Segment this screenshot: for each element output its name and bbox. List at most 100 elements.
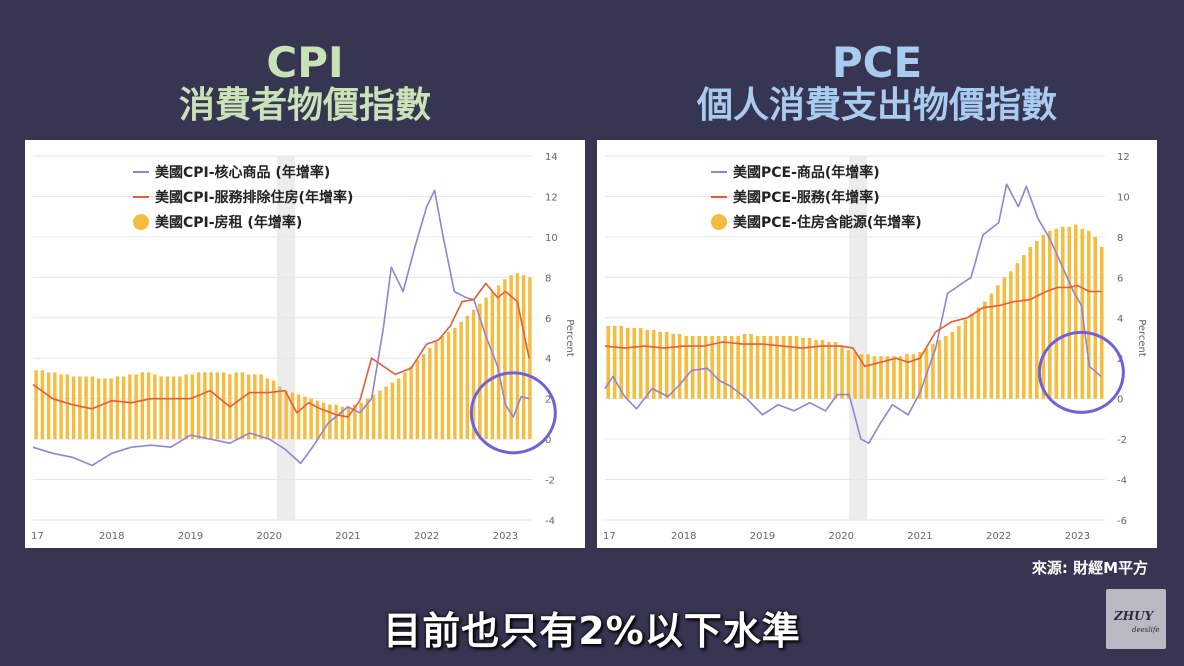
bar [677,333,682,399]
bar [140,372,145,440]
source-credit: 來源: 財經M平方 [1031,559,1148,577]
bar [892,356,896,399]
bar [40,370,45,440]
y-tick-label: 4 [1117,314,1123,325]
bar [115,376,120,440]
y-tick-label: 4 [545,354,551,365]
bar [396,378,401,440]
bar [365,398,370,440]
bar [78,376,82,440]
logo-text: ZHUY [1114,609,1154,623]
bar [253,374,257,440]
legend-swatch-dot [133,214,149,230]
bar [911,354,916,399]
bar [970,313,974,399]
bar [788,335,792,399]
y-tick-label: 10 [1117,192,1130,203]
bar [1061,226,1065,399]
bar [378,390,382,440]
bar [931,344,935,399]
bar [781,335,786,399]
bar [866,354,870,399]
bar [755,335,760,399]
cpi-chart: -4 -2 0 2 4 6 8 10 12 14 17 2018 2019 2020 2021 2022 202… [31,152,575,542]
legend-entry: 美國PCE-住房含能源(年增率) [733,214,922,231]
bar [109,378,113,440]
y-tick-label: -4 [1117,476,1127,487]
bar [996,285,1000,399]
bar [190,374,195,440]
bar [729,335,734,399]
bar [1093,236,1098,399]
bar [240,372,245,440]
bar [403,372,407,440]
y-tick-label: 10 [545,233,558,244]
bar [612,325,617,399]
bar [171,376,176,440]
bar [814,340,818,399]
bar [53,372,57,440]
bar [359,402,363,440]
bar [736,335,740,399]
video-subtitle: 目前也只有2%以下水準 [383,609,801,653]
bar [1035,240,1039,399]
bar [898,356,903,399]
bar [415,360,420,440]
x-tick-label: 2021 [907,531,932,542]
x-tick-label: 2021 [335,531,360,542]
bar [303,396,307,440]
x-tick-label: 17 [603,531,616,542]
x-tick-label: 2020 [828,531,853,542]
bar [71,376,76,440]
x-tick-label: 2019 [750,531,775,542]
bar [384,386,388,440]
bar [509,275,513,440]
bar [1054,228,1059,399]
bar [1009,271,1013,399]
legend-entry: 美國PCE-商品(年增率) [733,164,880,181]
bar [528,277,532,440]
bar [421,354,426,440]
bar [937,340,942,399]
bar [801,338,805,399]
bar [34,370,38,440]
bar [390,382,395,440]
bar [96,378,101,440]
bar [134,374,138,440]
bar [879,356,883,399]
bar [46,372,51,440]
cpi-chart-panel: -4 -2 0 2 4 6 8 10 12 14 17 2018 2019 2020 2021 2022 202… [25,140,585,548]
bar [716,335,721,399]
y-tick-label: 0 [1117,395,1123,406]
services-line [32,282,530,418]
bar [146,372,151,440]
bar [315,400,320,440]
bar [278,386,282,440]
bar [159,376,163,440]
y-tick-label: 12 [1117,152,1130,163]
bar [209,372,213,440]
bar [409,366,413,440]
bar [651,329,656,399]
recession-shade [277,156,296,520]
bar [290,392,295,440]
y-tick-label: 0 [545,435,551,446]
y-tick-label: 12 [545,192,558,203]
bar [976,307,981,399]
bar [664,331,669,399]
y-tick-label: 14 [545,152,558,163]
bar [768,335,773,399]
bar [905,354,909,399]
x-tick-label: 2023 [1065,531,1090,542]
bar [794,335,799,399]
bar [103,378,107,440]
y-axis-label: Percent [1136,319,1147,357]
bar [165,376,170,440]
bar [446,331,451,440]
x-tick-label: 2019 [178,531,203,542]
bar [246,374,251,440]
bar [606,325,611,399]
bar [340,406,345,440]
bar [1067,226,1072,399]
bar [989,293,994,399]
